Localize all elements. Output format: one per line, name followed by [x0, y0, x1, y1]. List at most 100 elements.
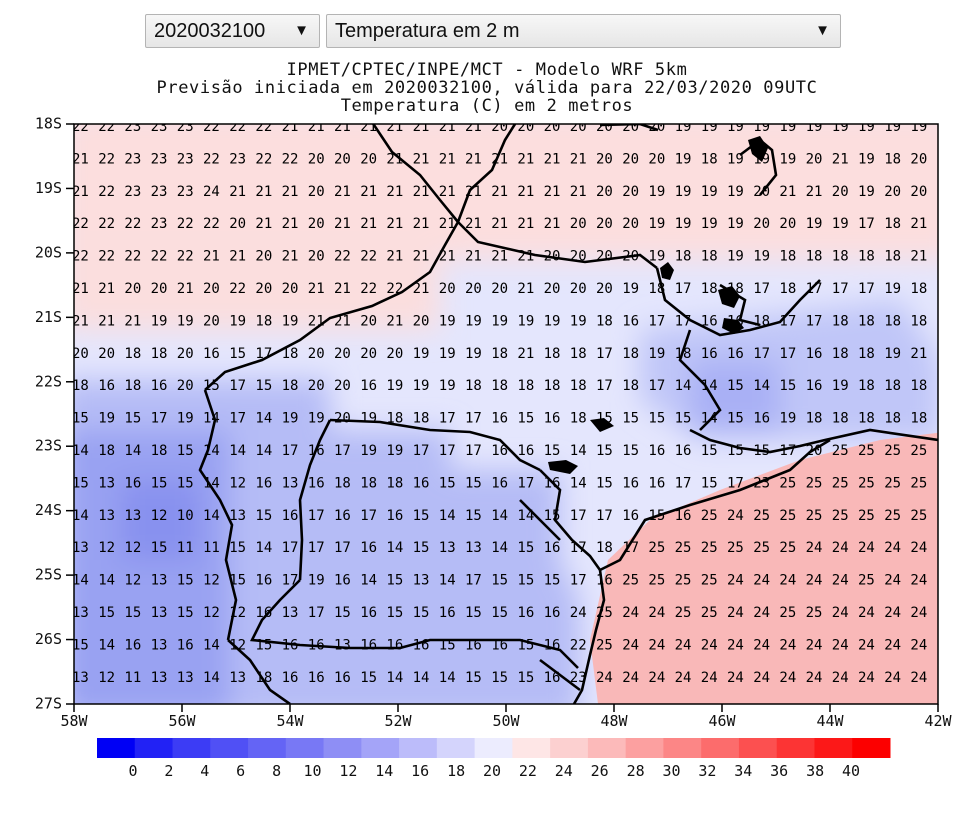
grid-value: 24	[858, 540, 875, 556]
grid-value: 21	[386, 216, 403, 232]
grid-value: 20	[937, 184, 954, 200]
grid-value: 14	[753, 378, 770, 394]
grid-value: 18	[937, 378, 954, 394]
grid-value: 20	[779, 216, 796, 232]
grid-value: 20	[360, 151, 377, 167]
grid-value: 12	[124, 702, 141, 718]
run-select[interactable]: 2020032100 ▼	[145, 14, 320, 48]
grid-value: 20	[360, 313, 377, 329]
grid-value: 16	[255, 605, 272, 621]
grid-value: 21	[334, 119, 351, 135]
grid-value: 16	[675, 508, 692, 524]
grid-value: 23	[124, 184, 141, 200]
lat-label: 21S	[35, 308, 62, 326]
grid-value: 24	[858, 605, 875, 621]
grid-value: 19	[465, 346, 482, 362]
colorbar-label: 30	[662, 762, 680, 780]
grid-value: 20	[596, 281, 613, 297]
grid-value: 16	[124, 475, 141, 491]
grid-value: 21	[439, 184, 456, 200]
grid-value: 19	[675, 151, 692, 167]
colorbar-swatch	[210, 738, 249, 758]
grid-value: 14	[386, 670, 403, 686]
grid-value: 24	[203, 184, 220, 200]
colorbar-swatch	[625, 738, 664, 758]
grid-value: 17	[753, 281, 770, 297]
grid-value: 20	[622, 151, 639, 167]
grid-value: 20	[203, 281, 220, 297]
grid-value: 12	[203, 573, 220, 589]
grid-value: 20	[596, 119, 613, 135]
grid-value: 21	[937, 346, 954, 362]
colorbar-label: 32	[698, 762, 716, 780]
grid-value: 19	[727, 119, 744, 135]
lon-label: 44W	[816, 712, 844, 730]
grid-value: 21	[491, 151, 508, 167]
grid-value: 25	[727, 540, 744, 556]
grid-value: 13	[72, 540, 89, 556]
grid-value: 24	[570, 605, 587, 621]
grid-value: 18	[255, 670, 272, 686]
grid-value: 18	[858, 249, 875, 265]
colorbar-swatch	[436, 738, 476, 758]
grid-value: 15	[648, 508, 665, 524]
grid-value: 15	[72, 475, 89, 491]
grid-value: 15	[151, 475, 168, 491]
grid-value: 21	[491, 249, 508, 265]
grid-value: 16	[308, 637, 325, 653]
grid-value: 17	[858, 281, 875, 297]
grid-value: 25	[596, 605, 613, 621]
grid-value: 18	[858, 346, 875, 362]
grid-value: 17	[308, 540, 325, 556]
grid-value: 18	[753, 313, 770, 329]
grid-value: 14	[465, 702, 482, 718]
grid-value: 14	[701, 378, 718, 394]
grid-value: 22	[98, 249, 115, 265]
grid-value: 20	[570, 249, 587, 265]
grid-value: 14	[124, 443, 141, 459]
grid-value: 24	[648, 670, 665, 686]
grid-value: 19	[884, 119, 901, 135]
grid-value: 20	[282, 281, 299, 297]
grid-value: 16	[701, 346, 718, 362]
grid-value: 25	[858, 508, 875, 524]
grid-value: 20	[229, 216, 246, 232]
grid-value: 24	[858, 670, 875, 686]
grid-value: 20	[753, 216, 770, 232]
grid-value: 22	[203, 151, 220, 167]
grid-value: 18	[151, 346, 168, 362]
grid-value: 16	[806, 346, 823, 362]
variable-select[interactable]: Temperatura em 2 m ▼	[326, 14, 841, 48]
grid-value: 19	[832, 216, 849, 232]
grid-value: 17	[151, 411, 168, 427]
grid-value: 21	[255, 216, 272, 232]
grid-value: 25	[648, 540, 665, 556]
grid-value: 13	[439, 540, 456, 556]
grid-value: 18	[727, 281, 744, 297]
grid-value: 18	[884, 313, 901, 329]
grid-value: 22	[203, 119, 220, 135]
grid-value: 17	[282, 540, 299, 556]
grid-value: 16	[282, 508, 299, 524]
grid-value: 25	[779, 508, 796, 524]
grid-value: 12	[98, 670, 115, 686]
grid-value: 25	[596, 637, 613, 653]
grid-value: 15	[648, 411, 665, 427]
grid-value: 17	[648, 378, 665, 394]
grid-value: 18	[806, 249, 823, 265]
grid-value: 20	[622, 119, 639, 135]
grid-value: 15	[544, 573, 561, 589]
grid-value: 13	[282, 475, 299, 491]
grid-value: 21	[517, 216, 534, 232]
grid-value: 24	[910, 670, 927, 686]
grid-value: 21	[517, 249, 534, 265]
grid-value: 17	[334, 540, 351, 556]
grid-value: 24	[779, 573, 796, 589]
grid-value: 20	[806, 443, 823, 459]
grid-value: 24	[937, 605, 954, 621]
grid-value: 18	[570, 346, 587, 362]
grid-value: 13	[72, 670, 89, 686]
lon-label: 52W	[384, 712, 412, 730]
colorbar-label: 8	[272, 762, 281, 780]
colorbar-swatch	[361, 738, 400, 758]
